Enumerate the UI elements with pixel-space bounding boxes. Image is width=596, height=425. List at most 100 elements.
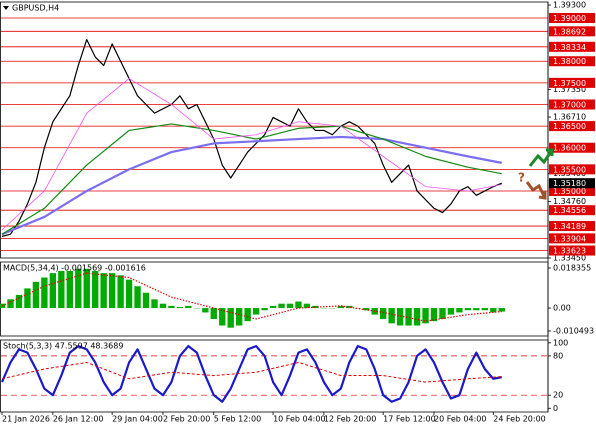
level-label: 1.36000	[553, 144, 586, 153]
level-label-box	[549, 26, 595, 37]
macd-bar	[473, 308, 480, 311]
y-tick-label: 1.36710	[553, 113, 586, 122]
y-tick-label: 1.37350	[553, 85, 586, 94]
macd-bar	[49, 273, 57, 309]
macd-bar	[388, 308, 395, 324]
macd-bar	[481, 308, 488, 311]
macd-bar	[346, 305, 353, 309]
macd-bar	[58, 270, 65, 309]
y-tick-label: 0.00	[553, 304, 571, 313]
y-tick-label: 80	[553, 351, 563, 360]
macd-bar	[227, 308, 234, 328]
y-tick-label: 100	[553, 338, 568, 347]
x-tick-label: 5 Feb 12:00	[214, 415, 261, 424]
panel-title: Stoch(5,3,3) 47.5597 48.3689	[3, 342, 123, 351]
y-tick-label: 0	[553, 404, 558, 413]
level-label: 1.33904	[553, 234, 586, 243]
macd-bar	[422, 308, 429, 324]
annotation: ?	[518, 171, 525, 185]
level-label: 1.36500	[553, 122, 586, 131]
level-label: 1.35500	[553, 165, 586, 174]
level-label: 1.34189	[553, 222, 586, 231]
level-label-box	[549, 41, 595, 52]
macd-bar	[396, 308, 404, 326]
level-label-box	[549, 13, 595, 23]
level-label: 1.37500	[553, 79, 586, 88]
level-label-box	[549, 185, 595, 196]
y-tick-label: 20	[553, 391, 563, 400]
up-arrow	[528, 148, 554, 167]
macd-bar	[261, 308, 268, 311]
series-line	[1, 39, 502, 237]
macd-bar	[439, 308, 446, 319]
macd-bar	[117, 275, 124, 309]
level-label-box	[549, 221, 595, 232]
x-tick-label: 2 Feb 20:00	[163, 415, 210, 424]
macd-bar	[286, 303, 294, 309]
panel-title: MACD(5,34,4) -0.001569 -0.001616	[3, 264, 146, 273]
macd-bar	[405, 308, 412, 326]
macd-bar	[490, 308, 497, 313]
series-line	[1, 78, 502, 231]
macd-bar	[210, 308, 217, 319]
series-line	[1, 135, 502, 236]
macd-bar	[430, 308, 438, 322]
macd-bar	[134, 286, 141, 309]
panel-title: GBPUSD,H4	[12, 4, 59, 13]
level-label-box	[549, 99, 595, 110]
macd-bar	[202, 308, 209, 313]
x-tick-label: 17 Feb 12:00	[383, 415, 435, 424]
level-label: 1.37000	[553, 100, 586, 109]
macd-bar	[295, 301, 302, 309]
macd-bar	[413, 308, 421, 326]
level-label-box	[549, 142, 595, 153]
level-label-box	[549, 205, 595, 216]
macd-bar	[32, 281, 40, 309]
level-label-box	[549, 164, 595, 175]
x-tick-label: 24 Feb 20:00	[493, 415, 545, 424]
series-line	[1, 272, 502, 322]
level-label-box	[549, 121, 595, 132]
level-label: 1.38334	[553, 43, 586, 52]
last-price-box	[549, 178, 595, 189]
level-label: 1.35000	[553, 187, 586, 196]
macd-bar	[125, 279, 133, 309]
level-label-box	[549, 56, 595, 67]
series-line	[1, 344, 502, 403]
macd-bar	[363, 308, 370, 311]
macd-bar	[269, 305, 277, 309]
level-label-box	[549, 233, 595, 244]
macd-bar	[244, 308, 251, 322]
series-line	[1, 361, 502, 383]
macd-bar	[24, 288, 31, 309]
macd-bar	[278, 303, 285, 309]
x-tick-label: 12 Feb 20:00	[324, 415, 376, 424]
title-marker	[3, 6, 9, 10]
macd-bar	[83, 268, 90, 309]
level-label: 1.33623	[553, 247, 586, 256]
x-tick-label: 29 Jan 04:00	[112, 415, 163, 424]
level-label: 1.39000	[553, 14, 586, 23]
y-tick-label: 1.34760	[553, 197, 586, 206]
macd-bar	[176, 306, 184, 309]
macd-bar	[75, 268, 82, 309]
macd-bar	[337, 305, 345, 309]
macd-bar	[7, 299, 14, 309]
macd-bar	[303, 303, 311, 309]
x-tick-label: 21 Jan 2026	[2, 415, 50, 424]
level-label-box	[549, 245, 595, 256]
y-tick-label: -0.010493	[553, 326, 594, 335]
series-line	[1, 123, 502, 235]
macd-bar	[464, 308, 472, 311]
macd-bar	[142, 292, 150, 309]
macd-bar	[252, 308, 260, 315]
x-tick-label: 26 Jan 12:00	[53, 415, 104, 424]
macd-bar	[447, 308, 455, 315]
last-price-label: 1.35180	[553, 179, 586, 188]
x-tick-label: 20 Feb 04:00	[434, 415, 486, 424]
macd-bar	[159, 303, 167, 309]
